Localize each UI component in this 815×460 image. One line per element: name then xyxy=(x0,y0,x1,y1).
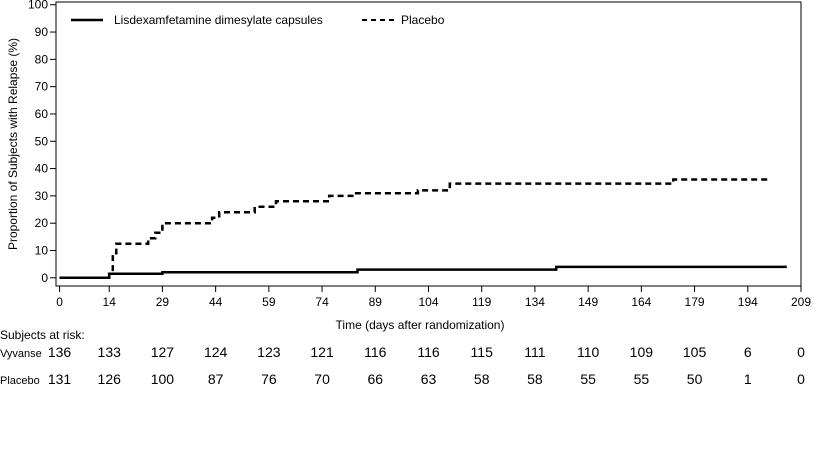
risk-value: 111 xyxy=(524,344,545,360)
x-tick-label: 134 xyxy=(525,295,545,309)
x-axis-title: Time (days after randomization) xyxy=(336,318,505,332)
x-tick-label: 44 xyxy=(209,295,223,309)
legend: Lisdexamfetamine dimesylate capsules Pla… xyxy=(71,13,445,27)
y-axis: 0 10 20 30 40 50 60 70 80 90 100 xyxy=(28,0,56,285)
series-line-lisdexamfetamine xyxy=(59,265,787,280)
risk-value: 63 xyxy=(421,371,437,387)
y-tick-label: 90 xyxy=(35,25,49,39)
risk-value: 55 xyxy=(634,371,650,387)
y-tick-label: 100 xyxy=(28,0,48,12)
risk-value: 105 xyxy=(683,344,707,360)
risk-table-title: Subjects at risk: xyxy=(0,328,85,342)
y-tick-label: 10 xyxy=(35,244,49,258)
x-tick-label: 164 xyxy=(631,295,651,309)
risk-row-label-placebo: Placebo xyxy=(0,375,40,387)
risk-table: Subjects at risk: Vyvanse Placebo 136 133… xyxy=(0,328,805,387)
risk-value: 126 xyxy=(98,371,122,387)
series-line-placebo xyxy=(59,178,770,280)
y-tick-label: 20 xyxy=(35,216,49,230)
risk-value: 123 xyxy=(257,344,281,360)
x-tick-label: 104 xyxy=(418,295,438,309)
y-tick-label: 60 xyxy=(35,107,49,121)
risk-value: 124 xyxy=(204,344,228,360)
x-tick-label: 29 xyxy=(156,295,170,309)
risk-values: 136 133 127 124 123 121 116 116 115 111 110 109 105 6… xyxy=(48,344,805,387)
risk-value: 0 xyxy=(797,344,805,360)
risk-value: 70 xyxy=(314,371,330,387)
x-tick-label: 179 xyxy=(685,295,705,309)
x-axis: 0 14 29 44 59 74 89 104 119 134 149 164 179 194 209 xyxy=(56,286,811,309)
x-tick-label: 89 xyxy=(369,295,383,309)
risk-value: 6 xyxy=(744,344,752,360)
x-tick-label: 0 xyxy=(56,295,63,309)
risk-value: 116 xyxy=(417,344,440,360)
risk-value: 115 xyxy=(471,344,494,360)
risk-value: 76 xyxy=(261,371,277,387)
risk-value: 66 xyxy=(367,371,383,387)
risk-value: 133 xyxy=(98,344,122,360)
plot-frame xyxy=(55,1,802,287)
risk-row-label-vyvanse: Vyvanse xyxy=(0,348,42,360)
risk-value: 110 xyxy=(577,344,600,360)
x-tick-label: 119 xyxy=(472,295,491,309)
risk-value: 1 xyxy=(744,371,752,387)
x-tick-label: 14 xyxy=(103,295,117,309)
x-tick-label: 194 xyxy=(738,295,758,309)
risk-value: 127 xyxy=(151,344,175,360)
series-layer xyxy=(59,178,787,280)
x-tick-label: 209 xyxy=(791,295,811,309)
risk-value: 131 xyxy=(48,371,72,387)
y-tick-label: 0 xyxy=(41,271,48,285)
y-axis-title: Proportion of Subjects with Relapse (%) xyxy=(6,38,20,250)
y-tick-label: 40 xyxy=(35,162,49,176)
risk-value: 100 xyxy=(151,371,175,387)
y-tick-label: 30 xyxy=(35,189,49,203)
risk-value: 55 xyxy=(580,371,596,387)
risk-value: 87 xyxy=(208,371,224,387)
legend-label-lisdexamfetamine: Lisdexamfetamine dimesylate capsules xyxy=(114,13,323,27)
y-tick-label: 80 xyxy=(35,52,49,66)
x-tick-label: 74 xyxy=(315,295,329,309)
x-tick-label: 59 xyxy=(262,295,276,309)
legend-label-placebo: Placebo xyxy=(401,13,445,27)
risk-value: 121 xyxy=(310,344,334,360)
y-tick-label: 50 xyxy=(35,134,49,148)
risk-value: 136 xyxy=(48,344,72,360)
risk-value: 58 xyxy=(474,371,490,387)
risk-value: 116 xyxy=(364,344,387,360)
x-tick-label: 149 xyxy=(578,295,598,309)
risk-value: 58 xyxy=(527,371,543,387)
risk-value: 0 xyxy=(797,371,805,387)
y-tick-label: 70 xyxy=(35,80,49,94)
risk-value: 109 xyxy=(630,344,654,360)
risk-value: 50 xyxy=(687,371,703,387)
